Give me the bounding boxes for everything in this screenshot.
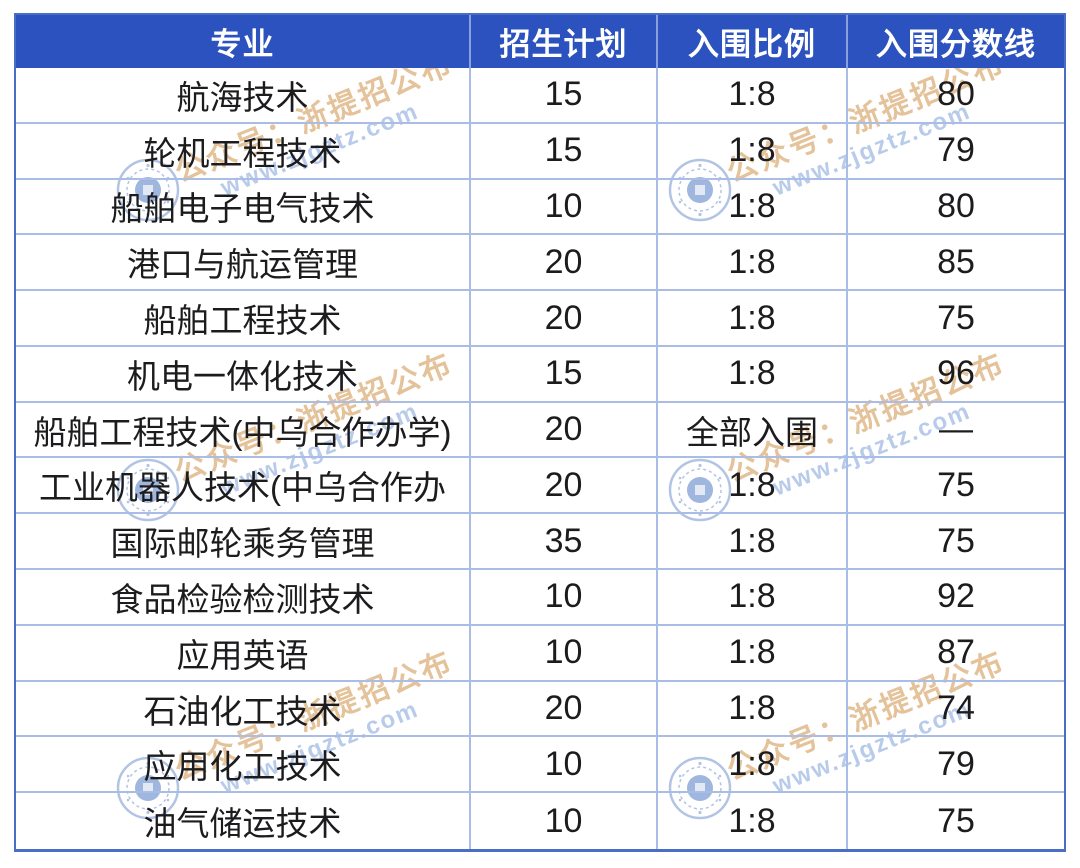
cell-ratio: 1:8 — [658, 570, 848, 626]
cell-major: 油气储运技术 — [16, 793, 471, 849]
cell-cutoff: 75 — [848, 458, 1064, 515]
cell-ratio: 1:8 — [658, 346, 848, 403]
cell-cutoff: 87 — [848, 626, 1064, 682]
cell-major: 石油化工技术 — [16, 681, 471, 738]
cell-cutoff: 75 — [848, 291, 1064, 347]
cell-cutoff: 79 — [848, 737, 1064, 794]
cell-plan: 15 — [471, 346, 658, 403]
cell-major: 港口与航运管理 — [16, 235, 471, 292]
cell-plan: 20 — [471, 458, 658, 515]
cell-major: 航海技术 — [16, 68, 471, 124]
cell-cutoff: 96 — [848, 347, 1064, 403]
cell-cutoff: 74 — [848, 682, 1064, 738]
cell-ratio: 1:8 — [658, 291, 848, 347]
cell-ratio: 1:8 — [658, 793, 848, 849]
cell-plan: 20 — [471, 402, 658, 459]
cell-plan: 10 — [471, 570, 658, 626]
cell-major: 轮机工程技术 — [16, 123, 471, 180]
cell-major: 机电一体化技术 — [16, 346, 471, 403]
cell-plan: 20 — [471, 235, 658, 292]
cell-plan: 15 — [471, 123, 658, 180]
cell-ratio: 1:8 — [658, 458, 848, 515]
cell-major: 应用化工技术 — [16, 737, 471, 794]
header-cell-major: 专业 — [16, 15, 471, 68]
cell-major: 食品检验检测技术 — [16, 570, 471, 626]
cell-cutoff: — — [848, 403, 1064, 459]
cell-ratio: 1:8 — [658, 514, 848, 571]
cell-ratio: 1:8 — [658, 68, 848, 124]
cell-major: 工业机器人技术(中乌合作办 — [16, 458, 471, 515]
cell-major: 船舶电子电气技术 — [16, 179, 471, 236]
cell-ratio: 1:8 — [658, 235, 848, 292]
cell-plan: 10 — [471, 737, 658, 794]
cell-plan: 10 — [471, 793, 658, 849]
cell-cutoff: 85 — [848, 235, 1064, 292]
cell-ratio: 1:8 — [658, 179, 848, 236]
header-cell-cutoff: 入围分数线 — [848, 15, 1064, 68]
cell-cutoff: 92 — [848, 570, 1064, 626]
cell-cutoff: 79 — [848, 124, 1064, 180]
cell-plan: 20 — [471, 291, 658, 347]
header-cell-plan: 招生计划 — [471, 15, 658, 68]
cell-cutoff: 80 — [848, 180, 1064, 236]
cell-plan: 15 — [471, 68, 658, 124]
cell-major: 国际邮轮乘务管理 — [16, 514, 471, 571]
cell-major: 应用英语 — [16, 625, 471, 682]
cell-plan: 10 — [471, 625, 658, 682]
cell-cutoff: 75 — [937, 801, 975, 840]
cell-plan: 10 — [471, 179, 658, 236]
majors-table: 专业 招生计划 入围比例 入围分数线 航海技术 15 1:8 80 轮机工程技术… — [14, 13, 1066, 852]
cell-major: 船舶工程技术 — [16, 291, 471, 347]
cell-ratio: 1:8 — [658, 625, 848, 682]
cell-plan: 20 — [471, 681, 658, 738]
cell-ratio: 1:8 — [658, 737, 848, 794]
cell-major: 船舶工程技术(中乌合作办学) — [16, 402, 471, 459]
cell-ratio: 1:8 — [658, 681, 848, 738]
cell-ratio: 全部入围 — [658, 402, 848, 459]
header-cell-ratio: 入围比例 — [658, 15, 848, 68]
cell-ratio: 1:8 — [658, 123, 848, 180]
cell-plan: 35 — [471, 514, 658, 571]
cell-cutoff: 75 — [848, 514, 1064, 571]
cell-cutoff: 80 — [848, 68, 1064, 124]
